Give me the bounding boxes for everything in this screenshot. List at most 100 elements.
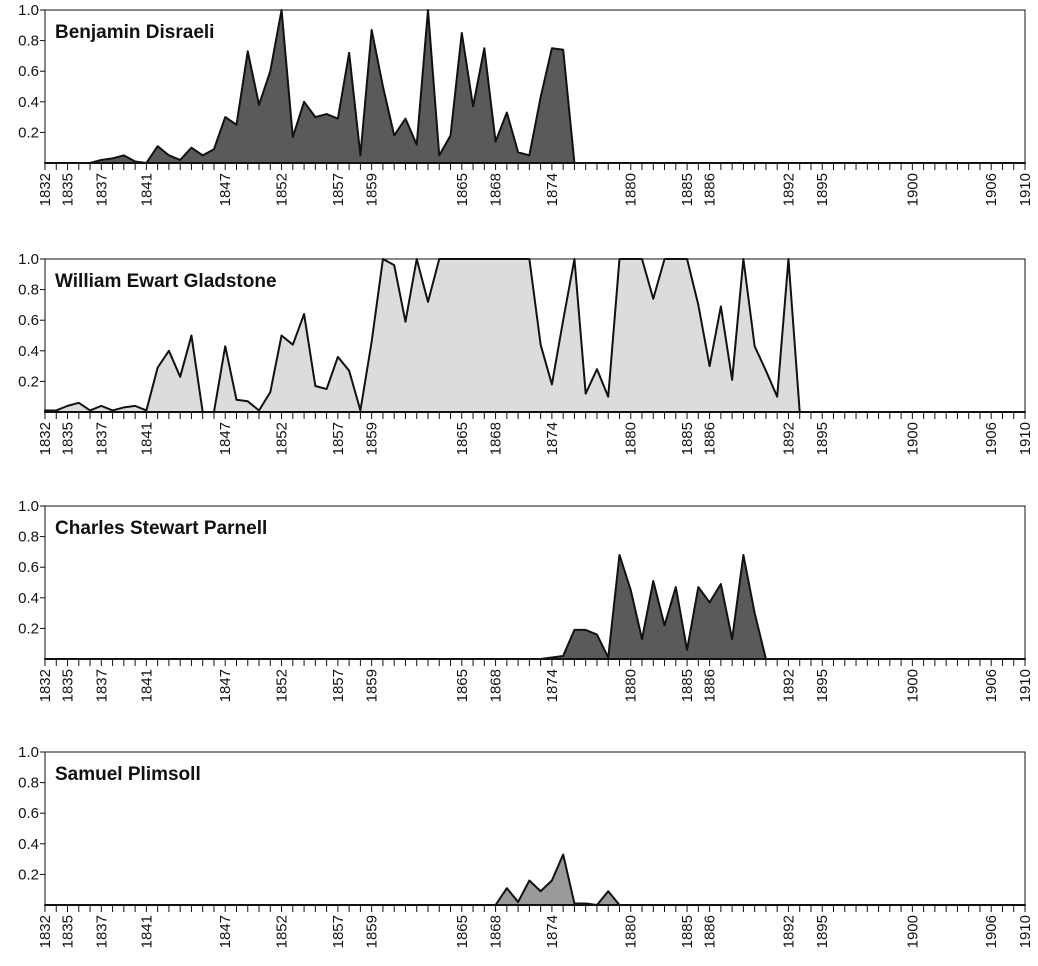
x-tick-label: 1852	[274, 422, 291, 455]
plot-frame	[44, 9, 1026, 164]
x-tick-label: 1841	[138, 669, 155, 702]
x-tick-label: 1885	[679, 173, 696, 206]
x-tick-label: 1895	[814, 422, 831, 455]
y-tick-label: 1.0	[18, 498, 39, 515]
x-tick-label: 1906	[983, 915, 1000, 948]
x-tick-label: 1900	[904, 173, 921, 206]
y-tick-label: 0.4	[18, 836, 39, 853]
x-tick-label: 1868	[488, 173, 505, 206]
x-tick-label: 1880	[623, 669, 640, 702]
y-tick-label: 0.8	[18, 33, 39, 50]
x-tick-label: 1874	[544, 915, 561, 948]
x-tick-label: 1868	[488, 915, 505, 948]
plot-frame	[44, 258, 1026, 413]
x-tick-label: 1835	[60, 422, 77, 455]
area	[44, 853, 1026, 906]
x-tick-label: 1886	[702, 173, 719, 206]
x-tick-label: 1859	[364, 669, 381, 702]
x-tick-label: 1906	[983, 422, 1000, 455]
x-tick-label: 1832	[37, 422, 54, 455]
x-tick-label: 1835	[60, 173, 77, 206]
x-tick-label: 1874	[544, 669, 561, 702]
y-tick-label: 0.4	[18, 94, 39, 111]
x-tick-label: 1910	[1017, 915, 1034, 948]
y-tick-label: 1.0	[18, 251, 39, 268]
panel-title: Benjamin Disraeli	[55, 22, 214, 43]
y-tick-label: 0.2	[18, 124, 39, 141]
x-tick-label: 1895	[814, 915, 831, 948]
x-tick-label: 1847	[217, 173, 234, 206]
x-tick-label: 1885	[679, 422, 696, 455]
y-tick-label: 1.0	[18, 2, 39, 19]
x-tick-label: 1837	[93, 422, 110, 455]
x-tick-label: 1868	[488, 422, 505, 455]
y-tick-label: 0.6	[18, 559, 39, 576]
x-tick-label: 1874	[544, 173, 561, 206]
x-tick-label: 1886	[702, 422, 719, 455]
x-tick-label: 1857	[330, 915, 347, 948]
y-tick-label: 0.8	[18, 282, 39, 299]
x-tick-label: 1874	[544, 422, 561, 455]
x-tick-label: 1880	[623, 173, 640, 206]
x-tick-label: 1885	[679, 669, 696, 702]
x-tick-label: 1859	[364, 173, 381, 206]
x-tick-label: 1859	[364, 422, 381, 455]
x-tick-label: 1906	[983, 173, 1000, 206]
x-tick-label: 1892	[780, 669, 797, 702]
y-tick-label: 0.6	[18, 312, 39, 329]
x-tick-label: 1865	[454, 422, 471, 455]
y-tick-label: 0.6	[18, 805, 39, 822]
x-tick-label: 1885	[679, 915, 696, 948]
x-tick-label: 1837	[93, 173, 110, 206]
x-tick-label: 1857	[330, 669, 347, 702]
x-tick-label: 1868	[488, 669, 505, 702]
plot-frame	[44, 751, 1026, 906]
x-tick-label: 1880	[623, 915, 640, 948]
x-tick-label: 1847	[217, 915, 234, 948]
y-tick-label: 0.4	[18, 343, 39, 360]
x-tick-label: 1841	[138, 915, 155, 948]
x-tick-label: 1832	[37, 915, 54, 948]
y-tick-label: 0.2	[18, 373, 39, 390]
x-tick-label: 1910	[1017, 669, 1034, 702]
x-tick-label: 1906	[983, 669, 1000, 702]
x-tick-label: 1857	[330, 422, 347, 455]
x-tick-label: 1910	[1017, 173, 1034, 206]
x-tick-label: 1865	[454, 915, 471, 948]
y-tick-label: 0.6	[18, 63, 39, 80]
x-tick-label: 1886	[702, 915, 719, 948]
area	[44, 553, 1026, 660]
x-tick-label: 1892	[780, 915, 797, 948]
x-tick-label: 1847	[217, 422, 234, 455]
x-tick-label: 1837	[93, 669, 110, 702]
x-tick-label: 1852	[274, 915, 291, 948]
panel-title: Samuel Plimsoll	[55, 764, 201, 785]
x-tick-label: 1895	[814, 173, 831, 206]
x-tick-label: 1865	[454, 669, 471, 702]
x-tick-label: 1847	[217, 669, 234, 702]
x-tick-label: 1857	[330, 173, 347, 206]
x-tick-label: 1852	[274, 173, 291, 206]
y-tick-label: 1.0	[18, 744, 39, 761]
plot-frame	[44, 505, 1026, 660]
x-tick-label: 1852	[274, 669, 291, 702]
x-tick-label: 1900	[904, 669, 921, 702]
x-tick-label: 1832	[37, 669, 54, 702]
x-tick-label: 1886	[702, 669, 719, 702]
y-tick-label: 0.2	[18, 866, 39, 883]
x-tick-label: 1865	[454, 173, 471, 206]
y-tick-label: 0.2	[18, 620, 39, 637]
x-tick-label: 1892	[780, 173, 797, 206]
x-tick-label: 1895	[814, 669, 831, 702]
x-tick-label: 1900	[904, 915, 921, 948]
y-tick-label: 0.8	[18, 529, 39, 546]
x-tick-label: 1832	[37, 173, 54, 206]
x-tick-label: 1880	[623, 422, 640, 455]
y-tick-label: 0.4	[18, 590, 39, 607]
y-tick-label: 0.8	[18, 775, 39, 792]
x-tick-label: 1841	[138, 173, 155, 206]
panel-title: William Ewart Gladstone	[55, 271, 277, 292]
x-tick-label: 1910	[1017, 422, 1034, 455]
